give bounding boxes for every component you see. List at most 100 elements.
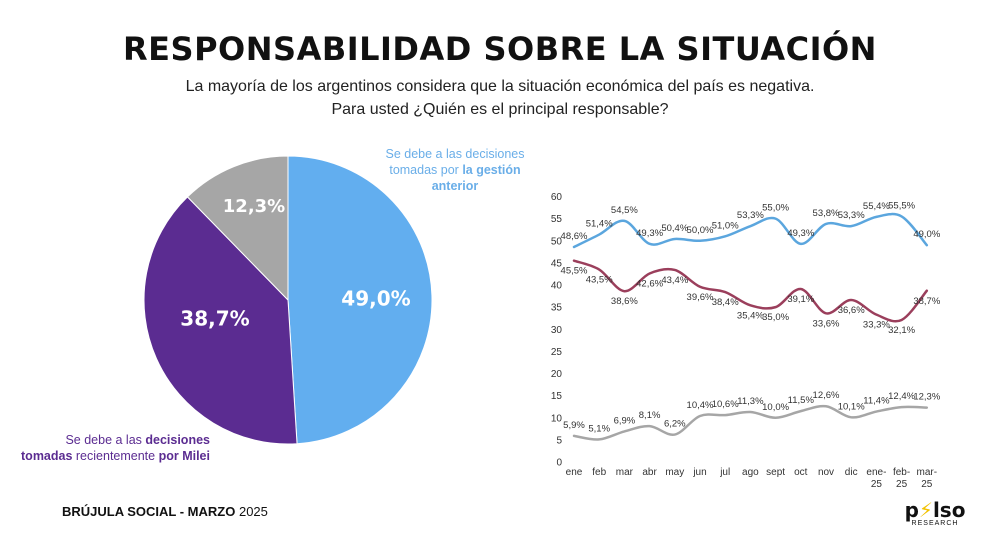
logo-text-right: lso	[932, 498, 966, 522]
series-line	[572, 212, 929, 249]
x-tick-label: jun	[692, 467, 706, 478]
legend-purple-bold-2: por Milei	[158, 449, 210, 463]
x-tick-label: nov	[818, 467, 834, 478]
x-tick-label: may	[665, 467, 684, 478]
pie-slice-label: 49,0%	[341, 287, 410, 311]
data-label: 8,1%	[639, 410, 661, 421]
data-label: 11,5%	[788, 395, 815, 406]
legend-milei: Se debe a las decisiones tomadas recient…	[20, 432, 210, 464]
x-tick-label: feb	[592, 467, 606, 478]
data-label: 33,6%	[813, 318, 840, 329]
data-label: 11,3%	[737, 396, 764, 407]
data-label: 11,4%	[863, 396, 890, 407]
data-label: 32,1%	[888, 325, 915, 336]
data-label: 43,5%	[586, 275, 613, 286]
data-label: 5,9%	[563, 420, 585, 431]
pie-slice	[186, 155, 289, 302]
data-label: 38,4%	[712, 297, 739, 308]
data-label: 55,0%	[762, 203, 789, 214]
data-label: 45,5%	[561, 266, 588, 277]
x-tick-label: abr	[642, 467, 657, 478]
y-tick-label: 5	[556, 435, 562, 446]
data-label: 51,0%	[712, 220, 739, 231]
x-tick-label-year: 25	[871, 479, 883, 490]
y-tick-label: 10	[551, 413, 563, 424]
x-tick-label: feb-	[893, 467, 910, 478]
data-label: 55,5%	[888, 200, 915, 211]
y-tick-label: 60	[551, 192, 563, 203]
x-tick-label: ene	[566, 467, 583, 478]
data-label: 54,5%	[611, 205, 638, 216]
data-label: 33,3%	[863, 320, 890, 331]
page-title: RESPONSABILIDAD SOBRE LA SITUACIÓN	[123, 30, 877, 68]
x-tick-label: ago	[742, 467, 759, 478]
data-label: 51,4%	[586, 219, 613, 230]
data-label: 10,6%	[712, 399, 739, 410]
legend-purple-bold: decisiones tomadas	[21, 433, 210, 463]
x-tick-label: mar	[616, 467, 634, 478]
footer-title: BRÚJULA SOCIAL - MARZO	[62, 504, 236, 519]
legend-blue-bold: la gestión anterior	[431, 163, 521, 193]
x-tick-label-year: 25	[921, 479, 933, 490]
x-tick-label: ene-	[866, 467, 886, 478]
x-tick-label: dic	[845, 467, 858, 478]
data-label: 39,1%	[787, 294, 814, 305]
x-tick-label: mar-	[917, 467, 938, 478]
pie-slice	[143, 196, 298, 445]
data-label: 48,6%	[561, 231, 588, 242]
pie-slice	[287, 155, 433, 445]
bolt-icon: ⚡	[918, 498, 933, 522]
data-label: 49,3%	[636, 228, 663, 239]
data-label: 6,2%	[664, 419, 686, 430]
legend-blue-text: Se debe a las decisiones tomadas por	[385, 147, 525, 177]
footer-source: BRÚJULA SOCIAL - MARZO 2025	[62, 504, 268, 519]
pulso-logo: p⚡lso RESEARCH	[900, 500, 970, 527]
data-label: 53,3%	[737, 210, 764, 221]
data-label: 43,4%	[661, 275, 688, 286]
y-tick-label: 40	[551, 281, 563, 292]
logo-subtext: RESEARCH	[911, 520, 959, 527]
data-label: 12,6%	[813, 390, 840, 401]
data-label: 53,8%	[813, 208, 840, 219]
pie-slice-label: 12,3%	[223, 196, 285, 217]
data-label: 42,6%	[636, 278, 663, 289]
data-label: 12,4%	[888, 391, 915, 402]
data-label: 38,6%	[611, 296, 638, 307]
x-tick-label-year: 25	[896, 479, 908, 490]
subtitle-line-2: Para usted ¿Quién es el principal respon…	[331, 101, 669, 118]
legend-purple-mid: recientemente	[72, 449, 159, 463]
logo-text-left: p	[904, 498, 919, 522]
data-label: 10,0%	[762, 402, 789, 413]
y-tick-label: 30	[551, 325, 563, 336]
subtitle-line-1: La mayoría de los argentinos considera q…	[185, 78, 815, 95]
data-label: 39,6%	[687, 292, 714, 303]
data-label: 35,4%	[737, 310, 764, 321]
y-tick-label: 55	[551, 214, 563, 225]
x-tick-label: jul	[719, 467, 730, 478]
data-label: 53,3%	[838, 210, 865, 221]
footer-year: 2025	[238, 504, 268, 519]
y-tick-label: 25	[551, 347, 563, 358]
x-tick-label: sept	[766, 467, 785, 478]
data-label: 36,6%	[838, 305, 865, 316]
series-line	[572, 259, 929, 323]
data-label: 50,0%	[687, 225, 714, 236]
x-tick-label: oct	[794, 467, 808, 478]
legend-previous-administration: Se debe a las decisiones tomadas por la …	[370, 146, 540, 194]
data-label: 12,3%	[913, 392, 940, 403]
legend-purple-text: Se debe a las	[65, 433, 146, 447]
data-label: 6,9%	[614, 415, 636, 426]
data-label: 55,4%	[863, 201, 890, 212]
data-label: 38,7%	[913, 296, 940, 307]
y-tick-label: 20	[551, 369, 563, 380]
data-label: 49,3%	[787, 228, 814, 239]
y-tick-label: 15	[551, 391, 563, 402]
data-label: 10,1%	[838, 401, 865, 412]
y-tick-label: 45	[551, 258, 563, 269]
data-label: 49,0%	[913, 229, 940, 240]
data-label: 5,1%	[588, 423, 610, 434]
y-tick-label: 0	[556, 458, 562, 469]
y-tick-label: 35	[551, 303, 563, 314]
